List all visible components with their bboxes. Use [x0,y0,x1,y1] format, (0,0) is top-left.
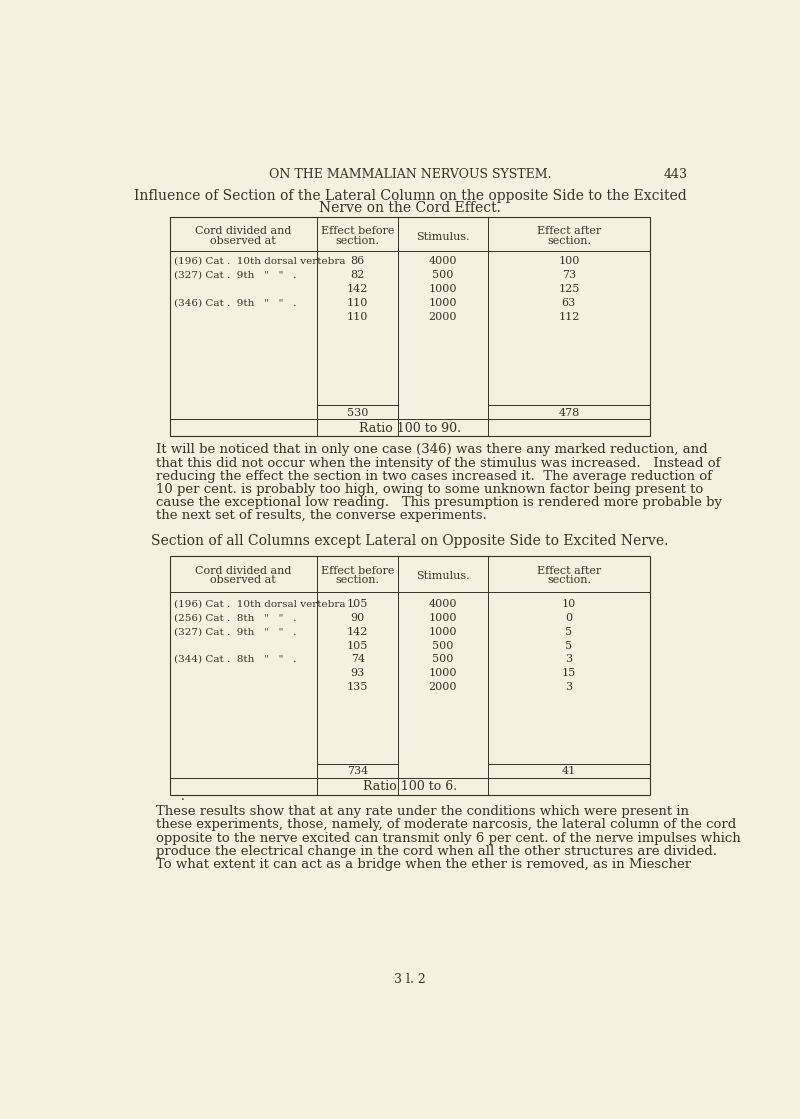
Text: 443: 443 [663,168,687,181]
Text: section.: section. [336,575,380,585]
Text: 105: 105 [347,640,368,650]
Text: 1000: 1000 [429,298,457,308]
Text: 110: 110 [347,298,368,308]
Text: 500: 500 [432,640,454,650]
Text: Effect before: Effect before [321,566,394,576]
Text: 3: 3 [566,655,573,665]
Text: (196) Cat .  10th dorsal vertebra  .: (196) Cat . 10th dorsal vertebra . [174,257,356,266]
Text: 90: 90 [350,613,365,623]
Text: 478: 478 [558,408,579,419]
Text: observed at: observed at [210,575,276,585]
Text: 100: 100 [558,256,579,266]
Text: Ratio 100 to 90.: Ratio 100 to 90. [359,422,461,435]
Text: 63: 63 [562,298,576,308]
Text: Stimulus.: Stimulus. [416,572,470,581]
Text: Effect after: Effect after [537,226,601,236]
Text: section.: section. [547,235,591,245]
Text: 3: 3 [566,683,573,693]
Text: 110: 110 [347,312,368,322]
Text: Effect before: Effect before [321,226,394,236]
Text: produce the electrical change in the cord when all the other structures are divi: produce the electrical change in the cor… [156,845,717,857]
Text: Effect after: Effect after [537,566,601,576]
Text: These results show that at any rate under the conditions which were present in: These results show that at any rate unde… [156,806,689,818]
Text: (327) Cat .  9th   "   "   .: (327) Cat . 9th " " . [174,628,297,637]
Text: It will be noticed that in only one case (346) was there any marked reduction, a: It will be noticed that in only one case… [156,443,707,457]
Text: 10: 10 [562,599,576,609]
Text: ON THE MAMMALIAN NERVOUS SYSTEM.: ON THE MAMMALIAN NERVOUS SYSTEM. [269,168,551,181]
Text: 142: 142 [347,627,368,637]
Text: 500: 500 [432,270,454,280]
Text: section.: section. [336,235,380,245]
Text: (256) Cat .  8th   "   "   .: (256) Cat . 8th " " . [174,613,297,622]
Text: 530: 530 [347,408,368,419]
Text: 500: 500 [432,655,454,665]
Text: 734: 734 [347,767,368,777]
Text: 135: 135 [347,683,368,693]
Text: (344) Cat .  8th   "   "   .: (344) Cat . 8th " " . [174,655,297,664]
Text: 2000: 2000 [429,683,457,693]
Text: 1000: 1000 [429,284,457,294]
Text: that this did not occur when the intensity of the stimulus was increased.   Inst: that this did not occur when the intensi… [156,457,720,470]
Text: Influence of Section of the Lateral Column on the opposite Side to the Excited: Influence of Section of the Lateral Colu… [134,189,686,203]
Text: 1000: 1000 [429,668,457,678]
Text: 41: 41 [562,767,576,777]
Text: To what extent it can act as a bridge when the ether is removed, as in Miescher: To what extent it can act as a bridge wh… [156,858,691,871]
Text: 112: 112 [558,312,579,322]
Text: 5: 5 [566,640,573,650]
Bar [170,217,650,436]
Text: 4000: 4000 [429,256,457,266]
Text: cause the exceptional low reading.   This presumption is rendered more probable : cause the exceptional low reading. This … [156,496,722,509]
Text: 2000: 2000 [429,312,457,322]
Text: (346) Cat .  9th   "   "   .: (346) Cat . 9th " " . [174,299,297,308]
Text: 3 l. 2: 3 l. 2 [394,974,426,986]
Text: 93: 93 [350,668,365,678]
Text: these experiments, those, namely, of moderate narcosis, the lateral column of th: these experiments, those, namely, of mod… [156,818,736,831]
Bar [170,556,650,794]
Text: reducing the effect the section in two cases increased it.  The average reductio: reducing the effect the section in two c… [156,470,712,482]
Text: Ratio 100 to 6.: Ratio 100 to 6. [363,780,457,793]
Text: 142: 142 [347,284,368,294]
Text: 4000: 4000 [429,599,457,609]
Text: Cord divided and: Cord divided and [195,566,291,576]
Text: Stimulus.: Stimulus. [416,232,470,242]
Text: 105: 105 [347,599,368,609]
Text: 15: 15 [562,668,576,678]
Text: section.: section. [547,575,591,585]
Text: 73: 73 [562,270,576,280]
Text: 5: 5 [566,627,573,637]
Text: opposite to the nerve excited can transmit only 6 per cent. of the nerve impulse: opposite to the nerve excited can transm… [156,831,741,845]
Text: 0: 0 [566,613,573,623]
Text: Section of all Columns except Lateral on Opposite Side to Excited Nerve.: Section of all Columns except Lateral on… [151,534,669,548]
Text: 82: 82 [350,270,365,280]
Text: (196) Cat .  10th dorsal vertebra  .: (196) Cat . 10th dorsal vertebra . [174,600,356,609]
Text: 1000: 1000 [429,613,457,623]
Text: 10 per cent. is probably too high, owing to some unknown factor being present to: 10 per cent. is probably too high, owing… [156,482,703,496]
Text: 86: 86 [350,256,365,266]
Text: Nerve on the Cord Effect.: Nerve on the Cord Effect. [319,201,501,215]
Text: observed at: observed at [210,235,276,245]
Text: 1000: 1000 [429,627,457,637]
Text: .: . [182,790,186,803]
Text: Cord divided and: Cord divided and [195,226,291,236]
Text: 74: 74 [350,655,365,665]
Text: 125: 125 [558,284,579,294]
Text: (327) Cat .  9th   "   "   .: (327) Cat . 9th " " . [174,271,297,280]
Text: the next set of results, the converse experiments.: the next set of results, the converse ex… [156,509,486,521]
